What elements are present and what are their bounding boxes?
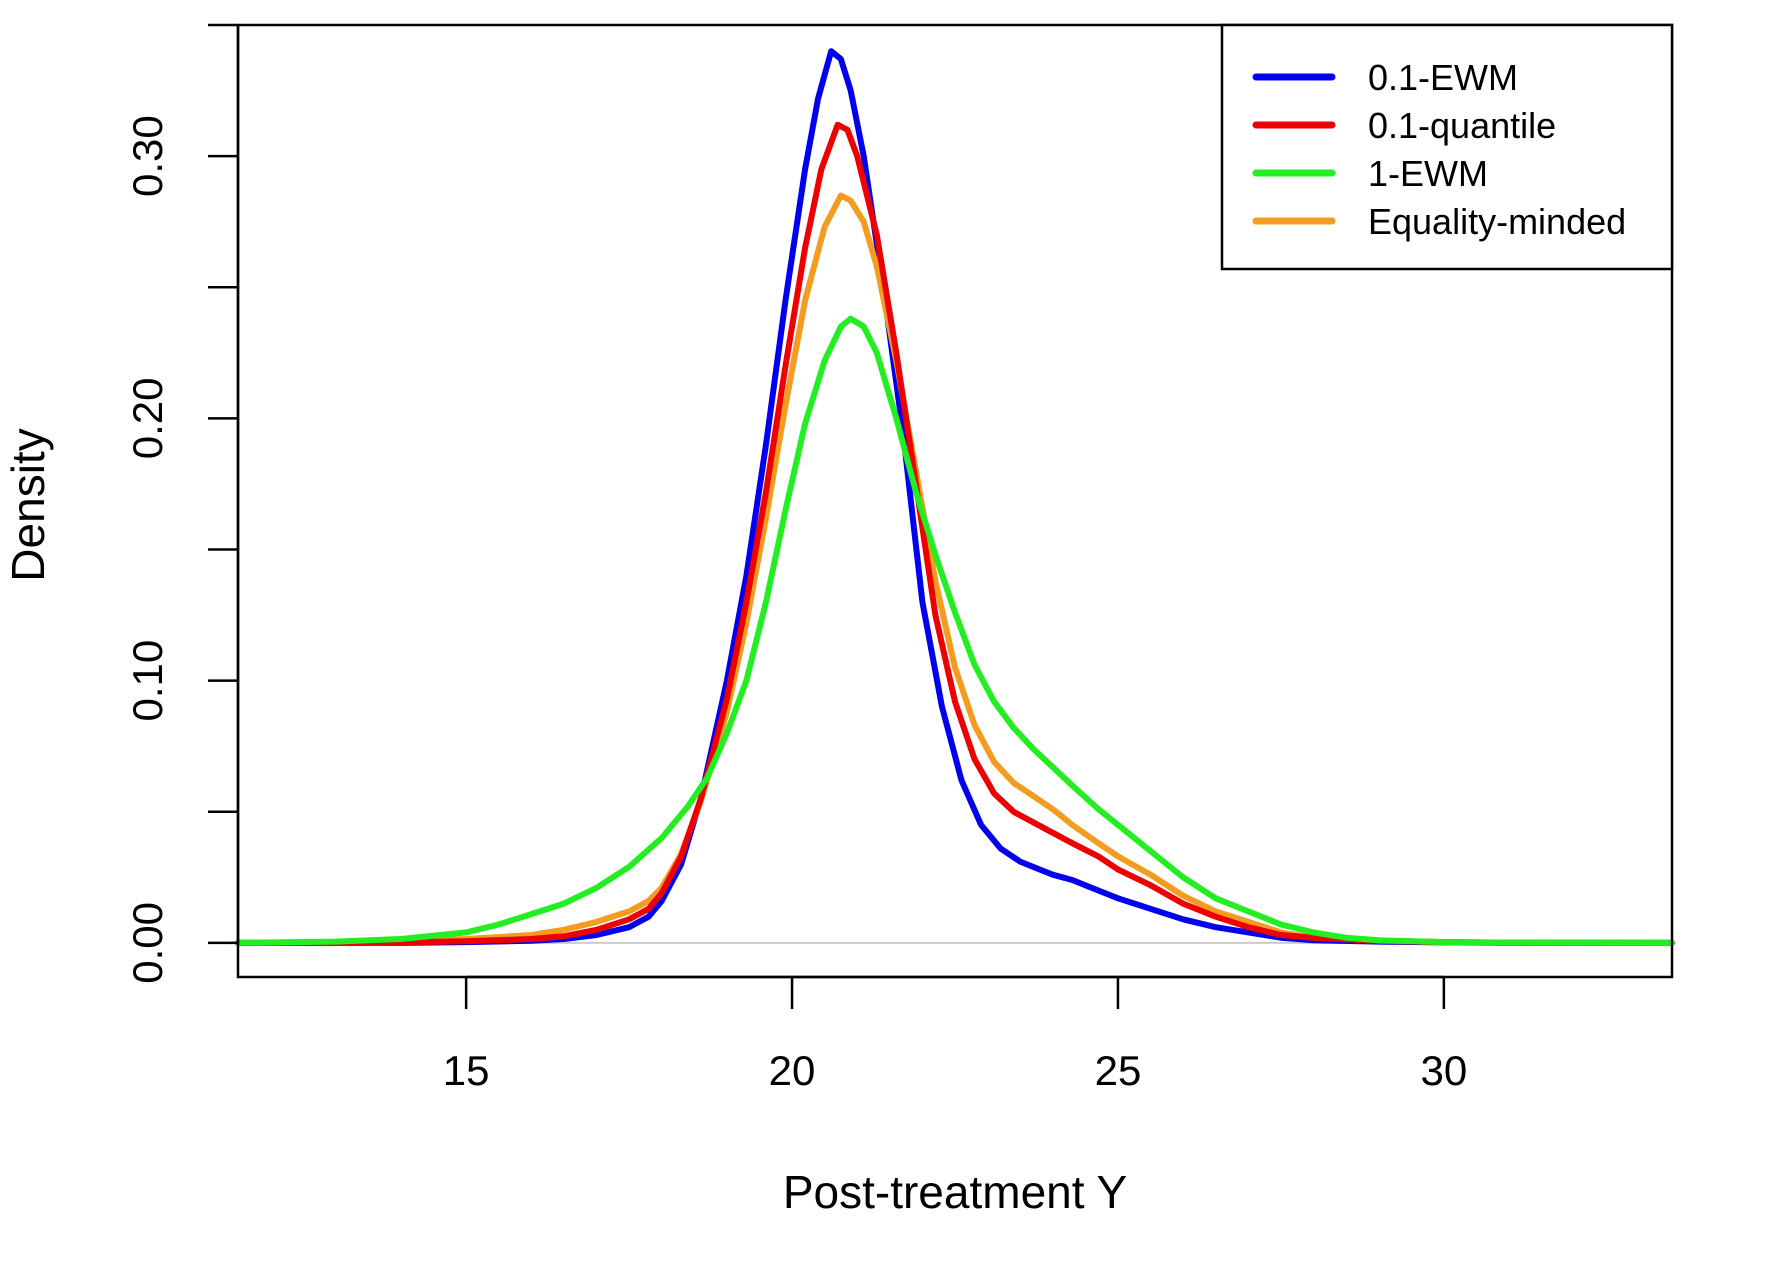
x-axis-title: Post-treatment Y (783, 1166, 1127, 1218)
legend-box (1220, 23, 1674, 271)
x-tick-label: 20 (769, 1047, 816, 1094)
legend: 0.1-EWM 0.1-quantile 1-EWM Equality-minded (1220, 23, 1674, 271)
series-line-equality-minded (235, 192, 1675, 946)
x-tick-label: 15 (443, 1047, 490, 1094)
series-layer (235, 48, 1675, 946)
legend-label: Equality-minded (1368, 201, 1626, 242)
legend-label: 0.1-EWM (1368, 57, 1518, 98)
y-tick-label: 0.10 (124, 640, 171, 722)
series-line-1-ewm (235, 315, 1675, 946)
y-tick-label: 0.20 (124, 378, 171, 460)
y-axis-title: Density (2, 428, 54, 581)
y-tick-label: 0.30 (124, 115, 171, 197)
y-tick-label: 0.00 (124, 902, 171, 984)
series-line-0-1-quantile (235, 121, 1675, 946)
x-tick-label: 30 (1421, 1047, 1468, 1094)
legend-label: 0.1-quantile (1368, 105, 1556, 146)
x-axis: 15 20 25 30 (443, 975, 1468, 1094)
x-tick-label: 25 (1095, 1047, 1142, 1094)
y-axis: 0.00 0.10 0.20 0.30 (124, 23, 240, 984)
legend-label: 1-EWM (1368, 153, 1488, 194)
